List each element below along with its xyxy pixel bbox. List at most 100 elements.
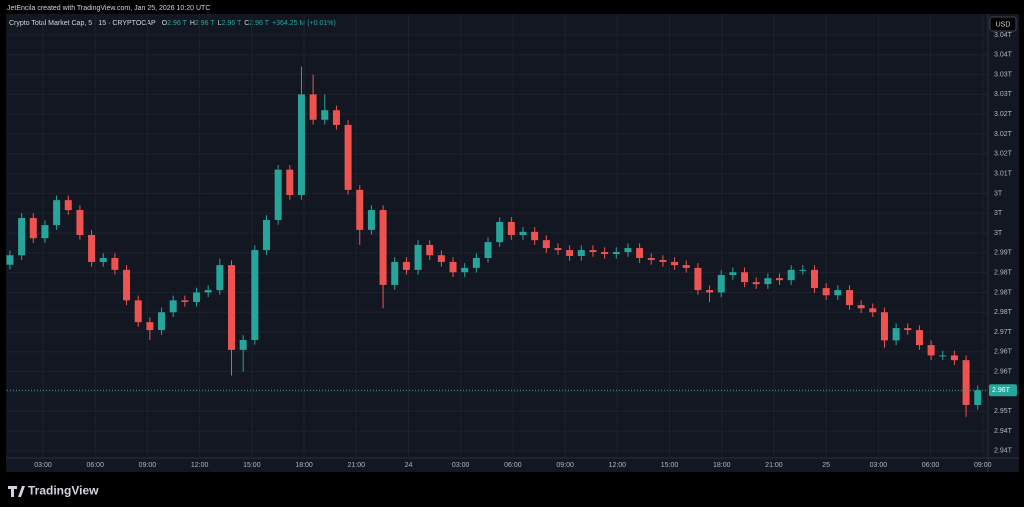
candle-body — [76, 210, 84, 236]
y-tick-label: 3.03T — [994, 71, 1013, 78]
candle-body — [216, 265, 224, 291]
candle-body — [169, 300, 177, 313]
candle-body — [950, 355, 958, 361]
legend: Crypto Total Market Cap, 5 · 15 · CRYPTO… — [9, 20, 336, 27]
x-tick-label: 06:00 — [504, 462, 522, 469]
y-tick-label: 2.94T — [994, 448, 1013, 455]
ohlc-key: O — [162, 20, 168, 27]
candle-body — [414, 244, 422, 270]
x-tick-label: 21:00 — [348, 462, 366, 469]
ohlc-value: 2.96 T — [167, 20, 187, 27]
candle-body — [741, 272, 749, 283]
x-tick-label: 18:00 — [295, 462, 313, 469]
credit: JetEncila created with TradingView.com, … — [7, 5, 210, 12]
x-tick-label: 21:00 — [765, 462, 783, 469]
candle-body — [367, 210, 375, 230]
y-tick-label: 3.02T — [994, 131, 1013, 138]
candle-body — [682, 265, 690, 268]
candle-body — [939, 355, 947, 357]
candle-body — [239, 339, 247, 350]
y-tick-label: 2.95T — [994, 408, 1013, 415]
candle-body — [845, 290, 853, 306]
logo-mark — [8, 486, 25, 497]
candle-body — [6, 255, 14, 265]
last-price-label: 2.96T — [992, 387, 1011, 394]
ohlc-value: 2.96 T — [222, 20, 242, 27]
symbol-title: Crypto Total Market Cap, 5 · 15 · CRYPTO… — [9, 20, 156, 27]
candle-body — [41, 225, 49, 239]
candle-body — [379, 210, 387, 285]
y-tick-label: 3.03T — [994, 91, 1013, 98]
candle-body — [496, 221, 504, 243]
ohlc-key: L — [218, 20, 222, 27]
candle-body — [787, 269, 795, 281]
candle-body — [577, 250, 585, 257]
candle-body — [659, 259, 667, 262]
candle-body — [251, 250, 259, 340]
y-tick-label: 2.97T — [994, 329, 1013, 336]
candle-body — [717, 275, 725, 293]
candle-body — [193, 292, 201, 302]
candle-body — [834, 290, 842, 296]
candle-body — [612, 252, 620, 255]
candle-body — [776, 278, 784, 281]
candle-body — [29, 217, 37, 239]
candle-body — [134, 300, 142, 323]
x-tick-label: 18:00 — [713, 462, 731, 469]
candle-body — [915, 330, 923, 346]
candle-body — [706, 290, 714, 293]
candle-body — [974, 390, 982, 405]
x-tick-label: 15:00 — [243, 462, 261, 469]
ohlc-key: H — [190, 20, 195, 27]
x-tick-label: 09:00 — [974, 462, 992, 469]
x-tick-label: 12:00 — [191, 462, 209, 469]
x-tick-label: 06:00 — [86, 462, 104, 469]
candle-body — [88, 235, 96, 262]
candle-body — [461, 267, 469, 273]
y-tick-label: 3T — [994, 210, 1003, 217]
y-tick-label: 3T — [994, 190, 1003, 197]
candle-body — [869, 308, 877, 313]
ohlc-value: 2.96 T — [249, 20, 269, 27]
x-tick-label: 03:00 — [452, 462, 470, 469]
candle-body — [904, 328, 912, 331]
candle-body — [18, 217, 26, 256]
currency-button[interactable] — [989, 16, 1017, 32]
y-tick-label: 2.98T — [994, 289, 1013, 296]
x-tick-label: 09:00 — [556, 462, 574, 469]
candle-body — [274, 169, 282, 220]
candle-body — [262, 219, 270, 251]
y-tick-label: 2.96T — [994, 349, 1013, 356]
candle-body — [927, 345, 935, 356]
y-tick-label: 3.04T — [994, 52, 1013, 59]
y-tick-label: 3T — [994, 230, 1003, 237]
candle-body — [321, 110, 329, 120]
x-tick-label: 03:00 — [34, 462, 52, 469]
currency[interactable]: USD — [996, 21, 1011, 28]
candle-body — [694, 267, 702, 291]
candle-body — [624, 248, 632, 253]
candle-body — [297, 94, 305, 196]
candle-body — [309, 94, 317, 120]
candle-body — [880, 312, 888, 341]
candle-body — [729, 272, 737, 276]
candle-body — [426, 244, 434, 256]
candle-body — [332, 110, 340, 125]
x-tick-label: 24 — [405, 462, 413, 469]
y-tick-label: 3.02T — [994, 151, 1013, 158]
last-price-badge — [989, 384, 1017, 397]
candle-body — [542, 240, 550, 249]
y-tick-label: 2.96T — [994, 368, 1013, 375]
y-tick-label: 3.01T — [994, 170, 1013, 177]
candle-body — [589, 250, 597, 253]
x-tick-label: 09:00 — [139, 462, 157, 469]
x-tick-label: 15:00 — [661, 462, 679, 469]
candle-body — [437, 255, 445, 262]
candle-body — [391, 261, 399, 285]
y-tick-label: 2.99T — [994, 250, 1013, 257]
candle-body — [344, 124, 352, 190]
candle-body — [822, 288, 830, 296]
candle-body — [810, 269, 818, 289]
candle-body — [204, 290, 212, 293]
